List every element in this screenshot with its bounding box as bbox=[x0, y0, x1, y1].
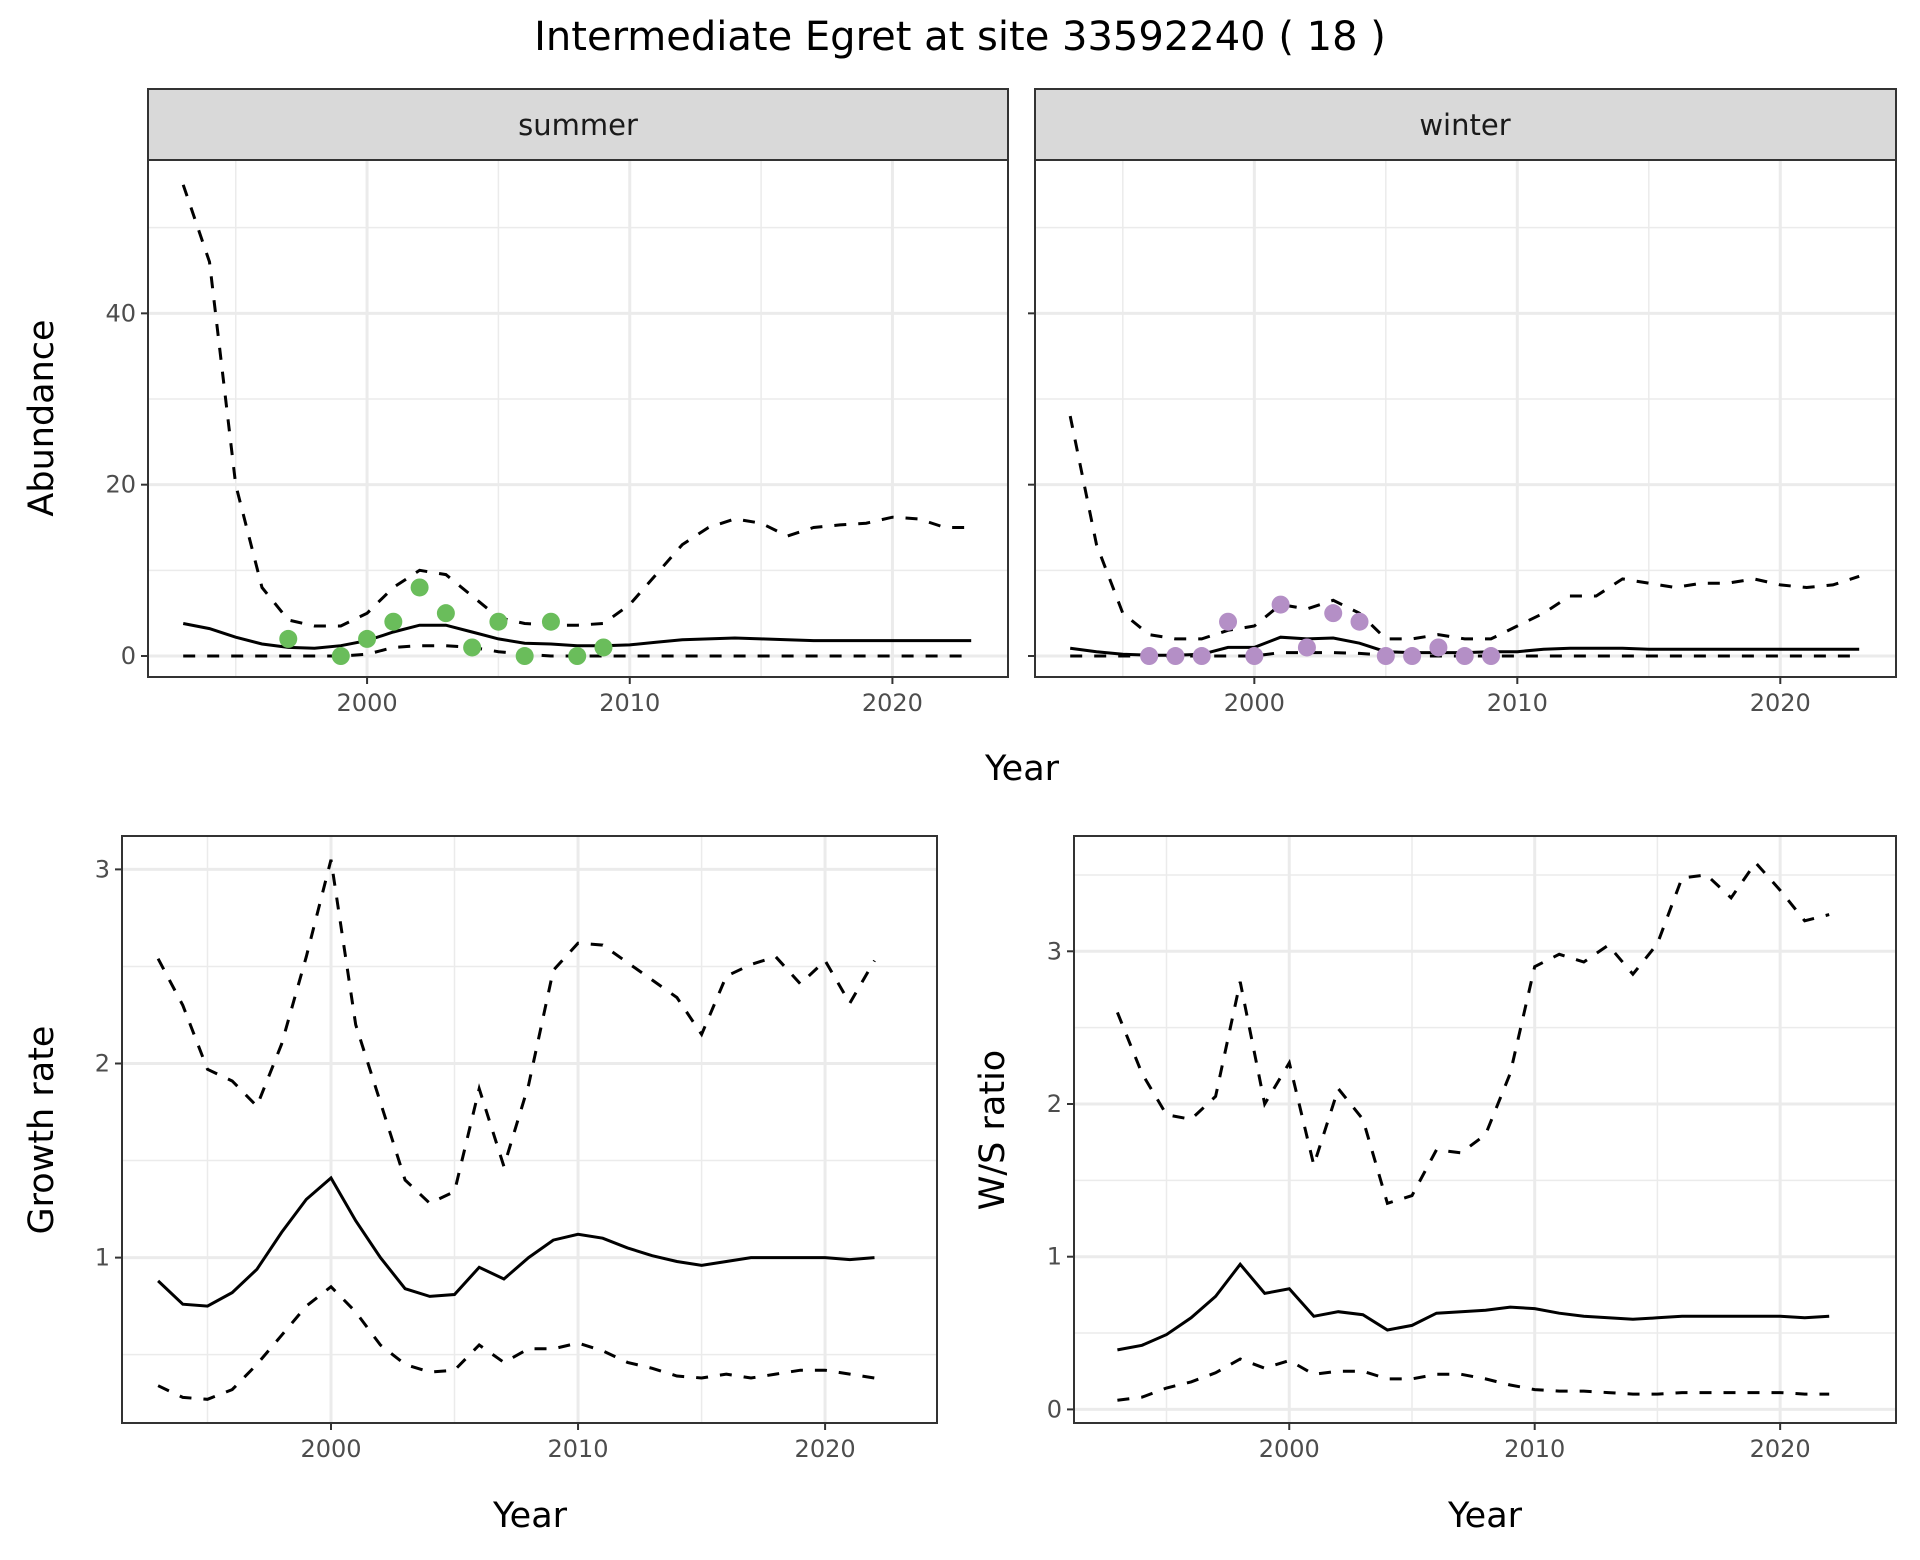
data-point bbox=[1192, 647, 1211, 666]
data-point bbox=[541, 612, 560, 631]
upper-bound-line bbox=[156, 859, 876, 1206]
x-tick-label: 2010 bbox=[1487, 689, 1548, 717]
x-axis-title-growth: Year bbox=[492, 1496, 568, 1536]
panel-border bbox=[121, 835, 938, 1424]
data-point bbox=[1219, 612, 1238, 631]
y-tick-label: 0 bbox=[121, 642, 136, 670]
y-axis-title-ws: W/S ratio bbox=[973, 1050, 1013, 1210]
data-point bbox=[568, 647, 587, 666]
data-point bbox=[1403, 647, 1422, 666]
data-point bbox=[1482, 647, 1501, 666]
data-point bbox=[1166, 647, 1185, 666]
data-point bbox=[1297, 638, 1316, 657]
y-tick-label: 2 bbox=[95, 1050, 110, 1078]
facet-strip bbox=[1034, 88, 1897, 161]
x-tick-label: 2020 bbox=[795, 1435, 856, 1463]
panel-winter: 2000 2010 2020 bbox=[1028, 88, 1897, 717]
plot-background bbox=[1074, 836, 1896, 1423]
strip-label-winter: winter bbox=[1419, 108, 1510, 142]
x-axis-title-ws: Year bbox=[1447, 1496, 1523, 1536]
data-point bbox=[331, 647, 350, 666]
x-tick-label: 2000 bbox=[337, 689, 398, 717]
x-tick-label: 2010 bbox=[548, 1435, 609, 1463]
x-tick-label: 2000 bbox=[1224, 689, 1285, 717]
mean-line bbox=[182, 622, 972, 650]
data-point bbox=[358, 629, 377, 648]
data-point bbox=[489, 612, 508, 631]
x-tick-label: 2000 bbox=[300, 1435, 361, 1463]
data-point bbox=[1455, 647, 1474, 666]
y-tick-label: 2 bbox=[1047, 1090, 1062, 1118]
x-axis-title-top: Year bbox=[984, 749, 1060, 789]
data-point bbox=[1376, 647, 1395, 666]
y-tick-label: 3 bbox=[1047, 937, 1062, 965]
chart-title: Intermediate Egret at site 33592240 ( 18… bbox=[534, 14, 1386, 60]
lower-bound-line bbox=[157, 1284, 875, 1401]
data-point bbox=[594, 638, 613, 657]
y-tick-label: 0 bbox=[1047, 1395, 1062, 1423]
data-point bbox=[1140, 647, 1159, 666]
panel-growth-rate: 2000 2010 2020 1 2 3 bbox=[95, 835, 938, 1463]
upper-bound-line bbox=[181, 184, 972, 628]
x-tick-label: 2010 bbox=[1504, 1435, 1565, 1463]
data-point bbox=[1429, 638, 1448, 657]
y-axis-title-abundance: Abundance bbox=[22, 319, 62, 516]
data-point bbox=[1271, 595, 1290, 614]
x-tick-label: 2010 bbox=[599, 689, 660, 717]
data-point bbox=[463, 638, 482, 657]
data-point bbox=[1350, 612, 1369, 631]
data-point bbox=[410, 578, 429, 597]
y-tick-label: 1 bbox=[95, 1244, 110, 1272]
data-point bbox=[279, 629, 298, 648]
lower-bound-line bbox=[1117, 1357, 1830, 1402]
panel-border bbox=[1073, 835, 1897, 1424]
upper-bound-line bbox=[1068, 415, 1860, 641]
plot-background bbox=[1035, 160, 1896, 677]
x-tick-label: 2020 bbox=[862, 689, 923, 717]
data-point bbox=[1324, 604, 1343, 623]
upper-bound-line bbox=[1116, 860, 1830, 1206]
facet-strip bbox=[147, 88, 1009, 161]
x-tick-label: 2020 bbox=[1750, 1435, 1811, 1463]
plot-background bbox=[122, 836, 937, 1423]
mean-line bbox=[157, 1175, 875, 1308]
x-tick-label: 2000 bbox=[1259, 1435, 1320, 1463]
mean-line bbox=[1117, 1261, 1830, 1352]
data-point bbox=[515, 647, 534, 666]
y-tick-label: 20 bbox=[105, 471, 136, 499]
y-tick-label: 1 bbox=[1047, 1243, 1062, 1271]
data-point bbox=[384, 612, 403, 631]
data-point bbox=[1245, 647, 1264, 666]
y-axis-title-growth: Growth rate bbox=[22, 1026, 62, 1235]
data-point bbox=[436, 604, 455, 623]
panel-ws-ratio: 2000 2010 2020 0 1 2 3 bbox=[1047, 835, 1897, 1463]
y-tick-label: 40 bbox=[105, 299, 136, 327]
panel-summer: 2000 2010 2020 0 20 40 bbox=[105, 88, 1009, 717]
y-tick-label: 3 bbox=[95, 855, 110, 883]
strip-label-summer: summer bbox=[518, 108, 638, 142]
plot-background bbox=[148, 160, 1008, 677]
x-tick-label: 2020 bbox=[1750, 689, 1811, 717]
